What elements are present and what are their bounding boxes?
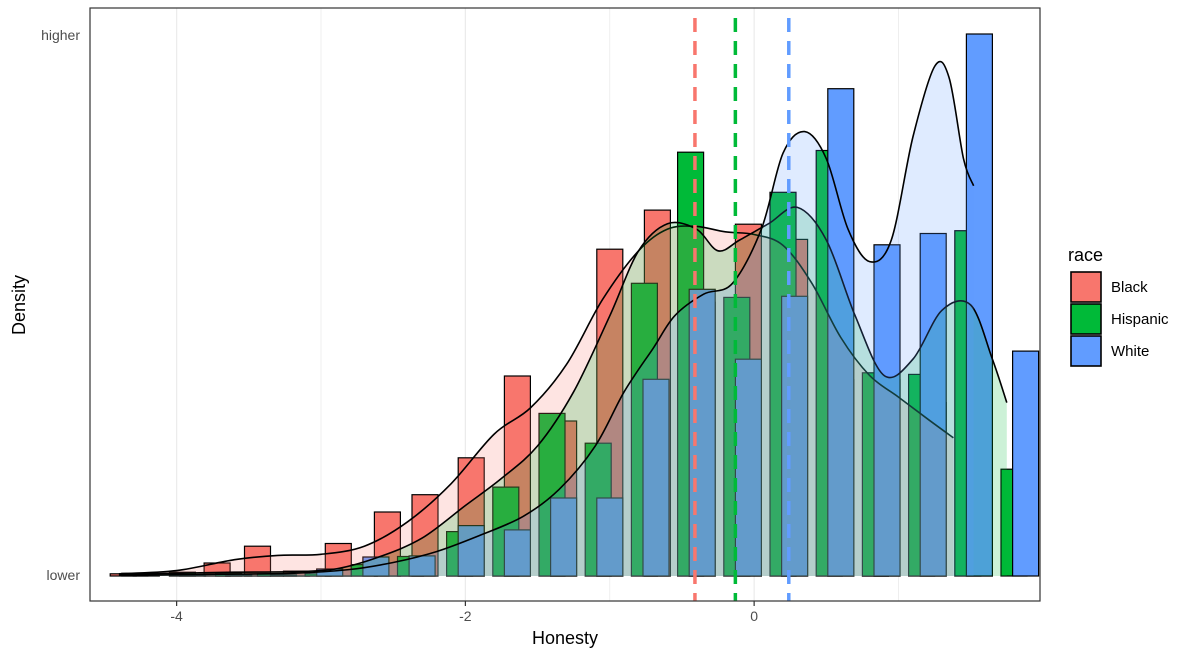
y-tick-label-top: higher [41,27,80,43]
density-curve-black [118,225,954,575]
bar-white [642,378,670,577]
legend-title: race [1068,245,1103,265]
bar-white [225,574,253,577]
legend-label-black: Black [1111,279,1148,296]
y-axis-title: Density [9,275,29,335]
mean-lines [693,18,791,601]
bar-black [243,545,272,577]
bar-white [596,497,624,577]
x-tick-label: -4 [170,608,183,624]
density-curve-hispanic [118,206,1008,576]
legend: race Black Hispanic White [1068,245,1169,367]
bar-white [780,295,809,577]
legend-key-white [1070,335,1102,367]
x-tick-label: 0 [750,608,758,624]
bar-white [549,497,578,577]
plot-border [89,7,1041,602]
legend-key-black [1070,271,1102,303]
bar-white [503,529,531,577]
bar-white [1011,350,1040,577]
legend-label-hispanic: Hispanic [1111,311,1169,328]
density-area-black [118,226,954,576]
legend-key-hispanic [1070,303,1102,335]
density-curve-white [118,60,975,577]
bar-white [269,574,298,577]
x-axis-ticks: -4 -2 0 [170,601,758,624]
density-area-hispanic [118,207,1007,576]
bar-white [827,88,855,577]
y-tick-label-bottom: lower [47,567,81,583]
density-area-white [118,61,974,576]
bar-white [873,244,901,577]
bar-white [457,524,485,577]
x-tick-label: -2 [459,608,472,624]
bar-white [919,232,947,577]
x-axis-title: Honesty [532,628,598,648]
legend-label-white: White [1111,343,1149,360]
density-curves [118,60,1008,577]
